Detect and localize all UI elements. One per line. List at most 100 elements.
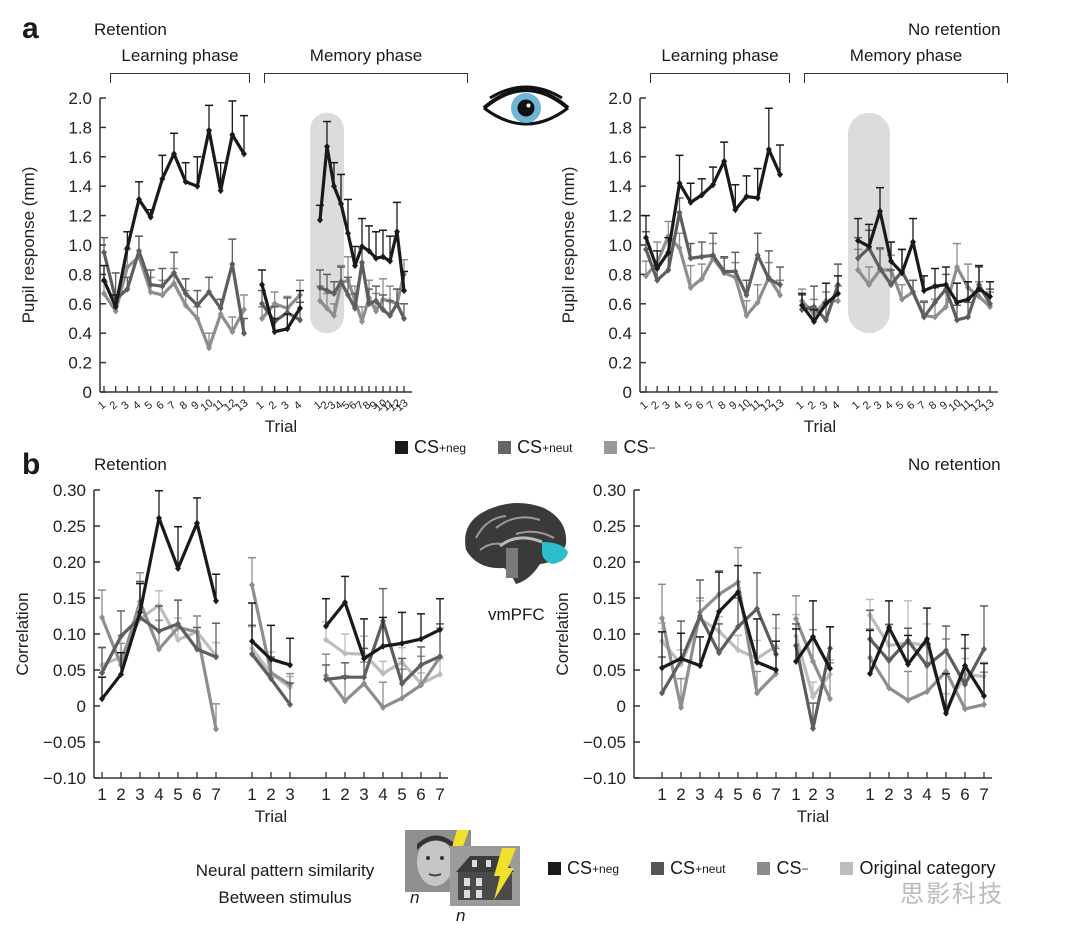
panel-a-left-condition: Retention (94, 20, 167, 39)
data-point (380, 670, 386, 678)
y-tick-label: −0.10 (43, 769, 86, 788)
x-tick-label: 4 (292, 399, 304, 412)
data-point (249, 581, 255, 589)
data-point (99, 695, 105, 703)
chart-correlation-retention: −0.10 −0.05 0 0.05 0.10 0.15 0.20 0.25 0.30 Corre… (13, 481, 448, 826)
legend-item-cs-minus: CS − (757, 858, 808, 879)
data-point (823, 316, 829, 324)
data-point (643, 272, 649, 280)
data-point (101, 276, 107, 284)
data-point (287, 661, 293, 669)
y-tick-label: 1.0 (68, 236, 92, 255)
x-tick-label: 7 (435, 785, 444, 804)
data-point (924, 688, 930, 696)
data-point (159, 282, 166, 290)
y-tick-label: 0.15 (53, 589, 86, 608)
n-label-face: n (410, 888, 420, 907)
x-tick-label: 3 (279, 399, 291, 412)
data-point (401, 315, 407, 322)
data-point (437, 626, 443, 634)
data-point (366, 247, 372, 255)
data-point (361, 680, 367, 688)
data-point (905, 660, 911, 668)
y-tick-label: 0.2 (608, 354, 632, 373)
data-point (735, 646, 741, 654)
data-point (965, 313, 971, 321)
panel-b-right-condition: No retention (908, 455, 1001, 474)
data-point (206, 288, 212, 296)
x-tick-label: 6 (416, 785, 425, 804)
data-point (905, 696, 911, 704)
y-tick-label: 0.2 (68, 354, 92, 373)
data-point (943, 709, 949, 717)
data-point (777, 291, 783, 299)
data-point (823, 300, 829, 308)
data-point (943, 647, 949, 655)
data-point (366, 300, 372, 308)
x-tick-label: 1 (638, 399, 650, 412)
x-tick-label: 7 (211, 785, 220, 804)
data-point (241, 306, 247, 314)
data-point (156, 627, 162, 635)
data-point (754, 194, 761, 202)
data-point (137, 608, 143, 616)
x-tick-label: 2 (806, 399, 818, 412)
data-point (194, 301, 201, 309)
data-point (124, 244, 131, 252)
x-tick-label: 2 (861, 399, 873, 412)
data-point (888, 281, 894, 289)
legend-sup: + (439, 440, 447, 455)
data-point (268, 675, 274, 683)
data-point (101, 248, 107, 256)
watermark: 思影科技 (900, 881, 1004, 908)
panel-b-letter: b (22, 448, 41, 481)
chart-pupil-no-retention: 0 0.2 0.4 0.6 0.8 1.0 1.2 1.4 1.6 1.8 2.0 Pupil res… (559, 89, 998, 436)
data-point (118, 632, 124, 640)
x-tick-label: 7 (705, 399, 717, 412)
data-point (217, 187, 224, 195)
data-point (735, 588, 741, 596)
panel-b-left-condition: Retention (94, 455, 167, 474)
y-tick-label: 2.0 (68, 89, 92, 108)
data-point (793, 657, 799, 665)
data-point (987, 292, 993, 300)
data-point (124, 285, 131, 293)
data-point (962, 680, 968, 688)
data-point (418, 635, 424, 643)
legend-sup: − (801, 861, 809, 876)
data-point (710, 181, 716, 189)
data-point (359, 317, 365, 325)
x-axis-label: Trial (804, 417, 836, 436)
data-point (799, 301, 805, 309)
data-point (921, 313, 927, 321)
data-point (342, 598, 348, 606)
x-tick-label: 4 (714, 785, 723, 804)
data-point (687, 284, 694, 292)
y-tick-label: −0.05 (583, 733, 626, 752)
x-tick-label: 1 (791, 785, 800, 804)
x-tick-label: 4 (883, 399, 895, 412)
data-point (932, 282, 938, 290)
data-point (359, 259, 365, 267)
data-point (754, 689, 760, 697)
data-point (287, 701, 293, 709)
legend-sub: neg (599, 861, 620, 876)
data-point (743, 312, 750, 320)
x-axis-label: Trial (265, 417, 297, 436)
x-tick-label: 2 (108, 399, 120, 412)
data-point (835, 290, 841, 298)
data-point (754, 298, 761, 306)
data-point (866, 242, 872, 250)
data-point (297, 316, 303, 324)
data-point (810, 724, 816, 732)
x-tick-label: 7 (916, 399, 928, 412)
legend-item-original-category: Original category (840, 858, 996, 879)
series-line-cs-neg (260, 284, 302, 334)
y-tick-label: 1.6 (608, 148, 632, 167)
data-point (249, 637, 255, 645)
data-point (159, 291, 166, 299)
data-point (855, 266, 861, 274)
data-point (754, 605, 760, 613)
x-tick-label: 3 (903, 785, 912, 804)
x-tick-label: 3 (660, 399, 672, 412)
